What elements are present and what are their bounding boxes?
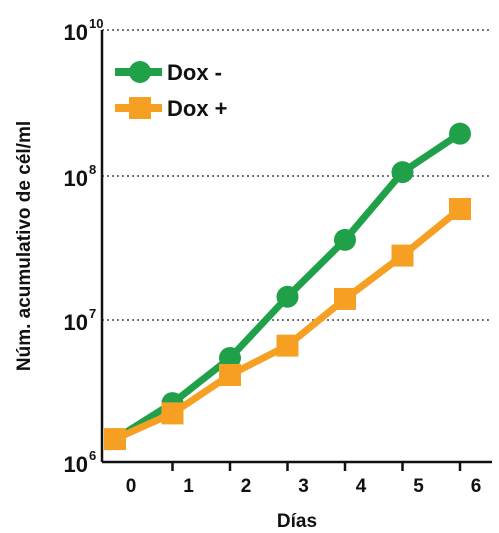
- legend-marker-dox-minus: [129, 61, 151, 83]
- y-tick-base: 10: [64, 310, 88, 335]
- x-tick-label: 6: [471, 476, 482, 497]
- x-tick-label: 1: [183, 476, 194, 497]
- legend-label-dox-minus: Dox -: [167, 60, 222, 85]
- series-layer: [104, 122, 471, 451]
- point-dox-plus: [104, 428, 126, 451]
- point-dox-minus: [219, 347, 241, 370]
- x-tick-label: 5: [413, 476, 424, 497]
- y-tick-base: 10: [64, 20, 88, 45]
- y-tick-base: 10: [64, 452, 88, 477]
- point-dox-plus: [276, 334, 299, 357]
- y-tick-6: 10 6: [64, 448, 97, 477]
- y-tick-8: 10 8: [64, 162, 97, 191]
- x-ticks: 0 1 2 3 4 5 6: [126, 462, 482, 497]
- legend-item-dox-plus: Dox +: [115, 96, 228, 121]
- point-dox-minus: [449, 122, 471, 145]
- legend-marker-dox-plus: [129, 97, 151, 119]
- y-tick-exponent: 7: [89, 306, 96, 321]
- y-tick-exponent: 6: [89, 448, 96, 463]
- point-dox-minus: [391, 161, 414, 184]
- point-dox-plus: [334, 287, 356, 310]
- point-dox-plus: [391, 244, 414, 267]
- y-tick-exponent: 10: [89, 16, 103, 31]
- point-dox-plus: [449, 197, 471, 220]
- y-tick-10: 10 10: [64, 16, 104, 45]
- y-tick-7: 10 7: [64, 306, 97, 335]
- legend: Dox - Dox +: [115, 60, 228, 121]
- x-axis-label: Días: [277, 511, 317, 532]
- gridlines: [102, 29, 492, 321]
- legend-item-dox-minus: Dox -: [115, 60, 222, 85]
- y-tick-base: 10: [64, 166, 88, 191]
- x-tick-label: 4: [356, 476, 367, 497]
- y-tick-exponent: 8: [89, 162, 96, 177]
- point-dox-minus: [334, 228, 356, 251]
- y-axis-label: Núm. acumulativo de cél/ml: [14, 121, 35, 371]
- y-ticks: 10 610 710 810 10: [64, 16, 104, 477]
- x-tick-label: 2: [241, 476, 252, 497]
- x-tick-label: 3: [298, 476, 309, 497]
- point-dox-minus: [276, 285, 299, 308]
- point-dox-plus: [161, 402, 184, 425]
- point-dox-plus: [219, 363, 241, 386]
- x-tick-label: 0: [126, 476, 137, 497]
- axes: [100, 30, 492, 464]
- legend-label-dox-plus: Dox +: [167, 96, 228, 121]
